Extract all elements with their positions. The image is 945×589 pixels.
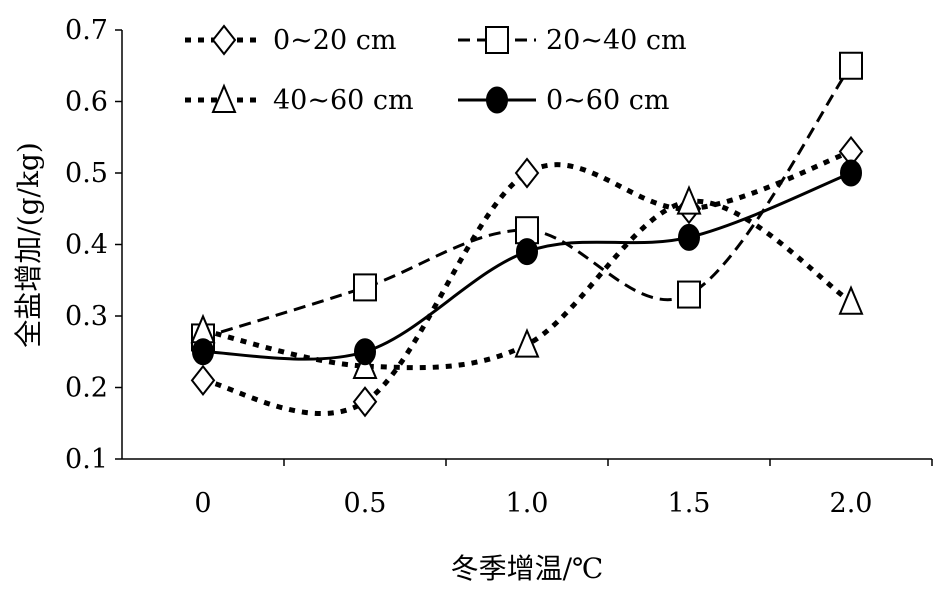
y-tick-label: 0.7 [65,15,108,46]
data-point-s0-1 [352,386,378,418]
series-line-2 [202,198,853,371]
y-axis-title: 全盐增加/(g/kg) [12,142,45,348]
y-tick-label: 0.4 [65,230,108,261]
x-axis-title: 冬季增温/℃ [451,552,604,585]
data-point-s2-4 [838,285,864,315]
x-axis-ticks: 0 0.5 1.0 1.5 2.0 [194,459,933,519]
series-markers [190,51,864,418]
y-tick-label: 0.1 [65,444,108,475]
x-tick-label: 1.5 [668,488,711,519]
series-line-1 [202,64,853,339]
data-point-s3-4 [840,159,862,187]
data-point-s1-3 [677,280,701,309]
legend-swatch-marker [485,26,509,54]
x-tick-label: 0 [194,488,211,519]
legend-swatch-marker [211,83,237,113]
legend-label: 20~40 cm [546,25,687,56]
y-axis-ticks: 0.1 0.2 0.3 0.4 0.5 0.6 0.7 [65,15,122,475]
data-point-s2-2 [514,328,540,358]
y-tick-label: 0.5 [65,158,108,189]
legend-label: 40~60 cm [273,85,414,116]
data-point-s3-2 [516,238,538,266]
y-tick-label: 0.3 [65,301,108,332]
legend-label: 0~20 cm [273,25,396,56]
data-point-s0-0 [190,364,216,396]
x-tick-label: 2.0 [830,488,873,519]
legend-label: 0~60 cm [546,85,669,116]
data-point-s0-2 [514,157,540,189]
data-point-s1-4 [839,51,863,80]
legend: 0~20 cm 20~40 cm 40~60 cm 0~60 cm [185,24,687,116]
y-tick-label: 0.6 [65,87,108,118]
legend-swatch-marker [486,86,508,114]
x-tick-label: 0.5 [344,488,387,519]
data-point-s2-3 [676,185,702,215]
data-point-s3-0 [192,338,214,366]
data-point-s3-3 [678,223,700,251]
legend-swatch-marker [211,24,237,56]
x-tick-label: 1.0 [506,488,549,519]
data-point-s3-1 [354,338,376,366]
data-point-s1-1 [353,273,377,302]
series-line-0 [202,149,852,416]
y-tick-label: 0.2 [65,373,108,404]
